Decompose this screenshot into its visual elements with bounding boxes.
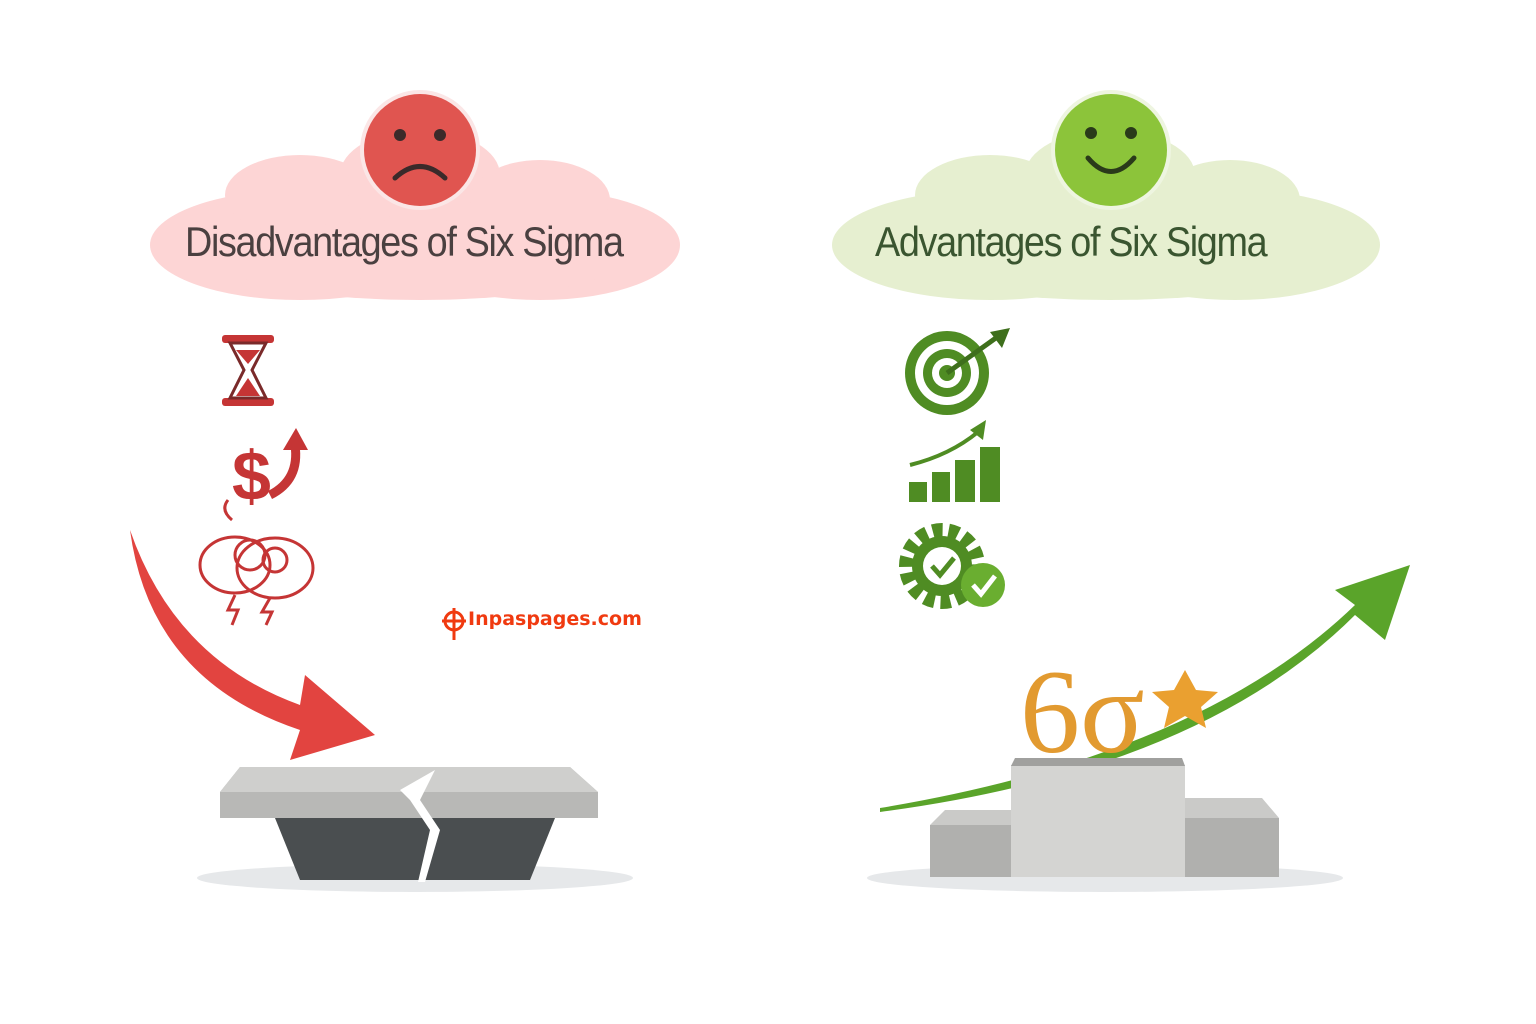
svg-text:$: $ [232, 437, 271, 515]
watermark: Inpaspages.com [468, 608, 642, 630]
dollar-up-arrow-icon: $ [232, 428, 308, 515]
podium-icon [867, 758, 1343, 892]
tangled-brain-icon [198, 499, 315, 626]
watermark-logo-icon [442, 608, 466, 640]
happy-face-icon [1051, 90, 1171, 210]
bar-chart-growth-icon [909, 420, 1000, 502]
six-sigma-label: 6σ [1020, 645, 1145, 778]
up-arrow-icon [880, 565, 1410, 812]
disadvantages-title: Disadvantages of Six Sigma [185, 218, 624, 265]
sad-face-icon [360, 90, 480, 210]
down-arrow-icon [130, 530, 375, 760]
star-icon [1152, 670, 1218, 728]
gear-check-icon [899, 523, 1005, 609]
target-arrow-icon [905, 328, 1010, 415]
hourglass-icon [222, 335, 274, 406]
advantages-title: Advantages of Six Sigma [875, 218, 1268, 265]
broken-platform-icon [197, 767, 633, 892]
